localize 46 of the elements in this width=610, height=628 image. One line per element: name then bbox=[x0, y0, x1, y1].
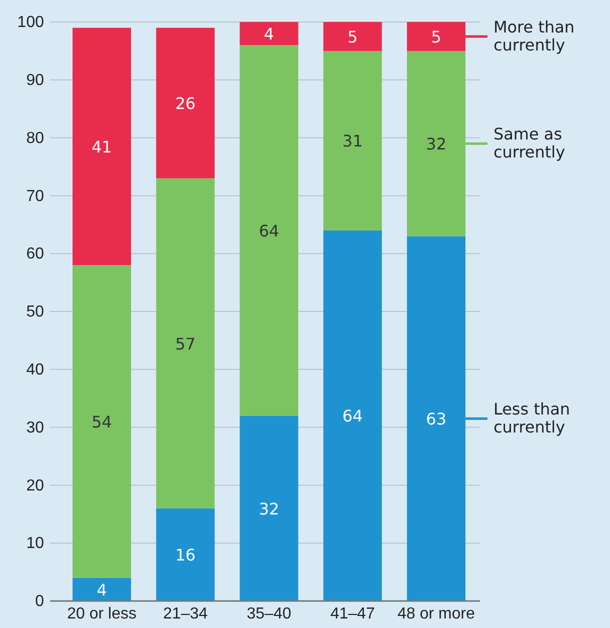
bar bbox=[156, 28, 215, 178]
legend-label: Less than currently bbox=[493, 400, 570, 437]
x-tick-label: 20 or less bbox=[67, 605, 136, 622]
x-tick-label: 41–47 bbox=[330, 605, 375, 622]
data-label: 41 bbox=[92, 137, 112, 156]
data-label: 63 bbox=[426, 410, 446, 429]
x-tick-label: 21–34 bbox=[163, 605, 208, 622]
bar bbox=[323, 22, 382, 51]
data-label: 64 bbox=[342, 406, 363, 426]
y-tick-label: 90 bbox=[26, 72, 44, 90]
bar bbox=[323, 230, 382, 601]
y-tick-label: 100 bbox=[17, 14, 44, 32]
y-tick-label: 70 bbox=[26, 188, 44, 205]
y-tick-label: 40 bbox=[26, 362, 44, 379]
x-tick-label: 35–40 bbox=[246, 605, 292, 622]
data-label: 26 bbox=[175, 94, 196, 114]
bar bbox=[156, 178, 215, 508]
y-tick-label: 0 bbox=[35, 593, 44, 610]
x-tick-label: 48 or more bbox=[398, 605, 475, 622]
bar bbox=[240, 416, 298, 601]
y-tick-label: 80 bbox=[26, 130, 44, 147]
y-tick-label: 10 bbox=[26, 535, 44, 552]
bar bbox=[72, 578, 132, 601]
data-label: 16 bbox=[175, 546, 196, 565]
bar bbox=[240, 22, 298, 46]
bar bbox=[72, 265, 132, 578]
data-label: 32 bbox=[426, 134, 446, 154]
data-label: 5 bbox=[348, 27, 358, 46]
data-label: 5 bbox=[431, 27, 442, 46]
data-label: 4 bbox=[96, 580, 107, 600]
bar bbox=[323, 50, 382, 230]
y-tick-label: 50 bbox=[26, 304, 44, 321]
bar bbox=[240, 45, 298, 416]
data-label: 31 bbox=[342, 132, 363, 151]
legend-label: Same as currently bbox=[493, 124, 566, 162]
y-tick-label: 20 bbox=[26, 477, 44, 494]
data-label: 32 bbox=[258, 499, 280, 518]
data-label: 64 bbox=[258, 221, 280, 240]
data-label: 54 bbox=[92, 412, 112, 432]
legend-label: More than currently bbox=[493, 17, 575, 54]
data-label: 4 bbox=[264, 24, 274, 44]
y-tick-label: 60 bbox=[26, 246, 44, 263]
bar bbox=[156, 508, 215, 601]
y-tick-label: 30 bbox=[26, 419, 44, 436]
data-label: 57 bbox=[175, 334, 196, 354]
bar bbox=[72, 28, 132, 266]
